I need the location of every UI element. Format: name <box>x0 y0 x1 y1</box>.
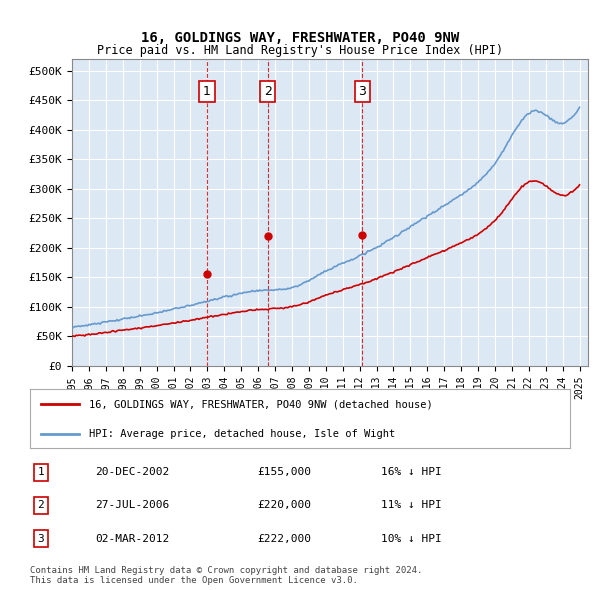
Text: £222,000: £222,000 <box>257 533 311 543</box>
Text: 1: 1 <box>203 85 211 98</box>
Text: 02-MAR-2012: 02-MAR-2012 <box>95 533 169 543</box>
Text: 3: 3 <box>37 533 44 543</box>
Text: 3: 3 <box>359 85 367 98</box>
Text: 10% ↓ HPI: 10% ↓ HPI <box>381 533 442 543</box>
Text: 27-JUL-2006: 27-JUL-2006 <box>95 500 169 510</box>
Text: Price paid vs. HM Land Registry's House Price Index (HPI): Price paid vs. HM Land Registry's House … <box>97 44 503 57</box>
Text: Contains HM Land Registry data © Crown copyright and database right 2024.
This d: Contains HM Land Registry data © Crown c… <box>30 566 422 585</box>
Text: £220,000: £220,000 <box>257 500 311 510</box>
Text: 2: 2 <box>37 500 44 510</box>
Text: 16, GOLDINGS WAY, FRESHWATER, PO40 9NW (detached house): 16, GOLDINGS WAY, FRESHWATER, PO40 9NW (… <box>89 399 433 409</box>
Text: 16% ↓ HPI: 16% ↓ HPI <box>381 467 442 477</box>
Text: HPI: Average price, detached house, Isle of Wight: HPI: Average price, detached house, Isle… <box>89 429 395 438</box>
Text: 2: 2 <box>264 85 272 98</box>
Text: 11% ↓ HPI: 11% ↓ HPI <box>381 500 442 510</box>
Text: 20-DEC-2002: 20-DEC-2002 <box>95 467 169 477</box>
Text: 1: 1 <box>37 467 44 477</box>
Text: 16, GOLDINGS WAY, FRESHWATER, PO40 9NW: 16, GOLDINGS WAY, FRESHWATER, PO40 9NW <box>141 31 459 45</box>
Text: £155,000: £155,000 <box>257 467 311 477</box>
